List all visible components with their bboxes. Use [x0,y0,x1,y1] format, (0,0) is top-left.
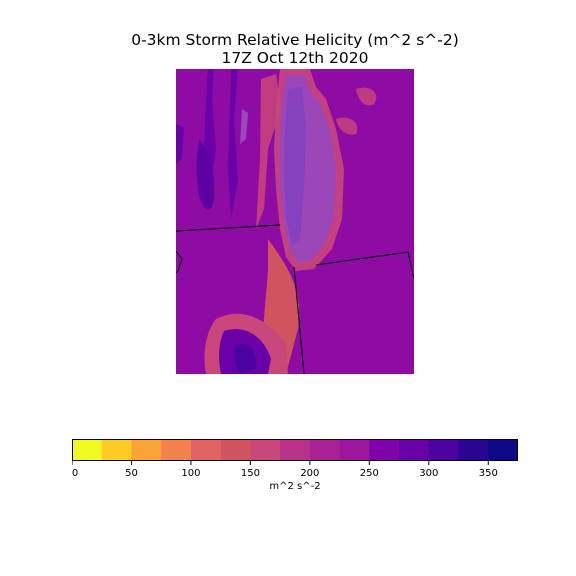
colorbar-segment [101,439,132,461]
colorbar-tick-label: 200 [300,468,319,479]
colorbar-segment [309,439,341,461]
colorbar-tick-label: 150 [241,468,260,479]
colorbar: 0 50 100 150 200 250 300 350 m^2 s^-2 [72,439,518,509]
colorbar-segment [339,439,370,461]
colorbar-segment [280,439,311,461]
colorbar-segment [250,439,281,461]
title-main: 0-3km Storm Relative Helicity (m^2 s^-2) [131,31,459,49]
map-title: 0-3km Storm Relative Helicity (m^2 s^-2)… [0,31,576,67]
colorbar-segment [131,439,162,461]
colorbar-segment [428,439,460,461]
colorbar-segment [190,439,222,461]
colorbar-tick-label: 250 [360,468,379,479]
colorbar-segment [72,439,103,461]
map-svg [176,69,414,374]
colorbar-tick-label: 300 [419,468,438,479]
state-borders [176,224,414,374]
colorbar-segment [458,439,489,461]
colorbar-segment [488,439,518,461]
colorbar-svg: 0 50 100 150 200 250 300 350 [72,439,518,479]
colorbar-segment [161,439,192,461]
colorbar-tick-label: 100 [181,468,200,479]
colorbar-units-label: m^2 s^-2 [269,481,321,492]
colorbar-segment [220,439,251,461]
helicity-map [176,69,414,374]
colorbar-outline [72,439,518,461]
helicity-field-north [176,69,377,229]
colorbar-tick-label: 0 [72,468,78,479]
colorbar-tick-label: 50 [125,468,138,479]
colorbar-tick-label: 350 [479,468,498,479]
lake-michigan [274,69,344,271]
title-time: 17Z Oct 12th 2020 [221,49,369,67]
colorbar-segment [369,439,400,461]
helicity-field-south [204,239,300,374]
colorbar-segment [399,439,430,461]
